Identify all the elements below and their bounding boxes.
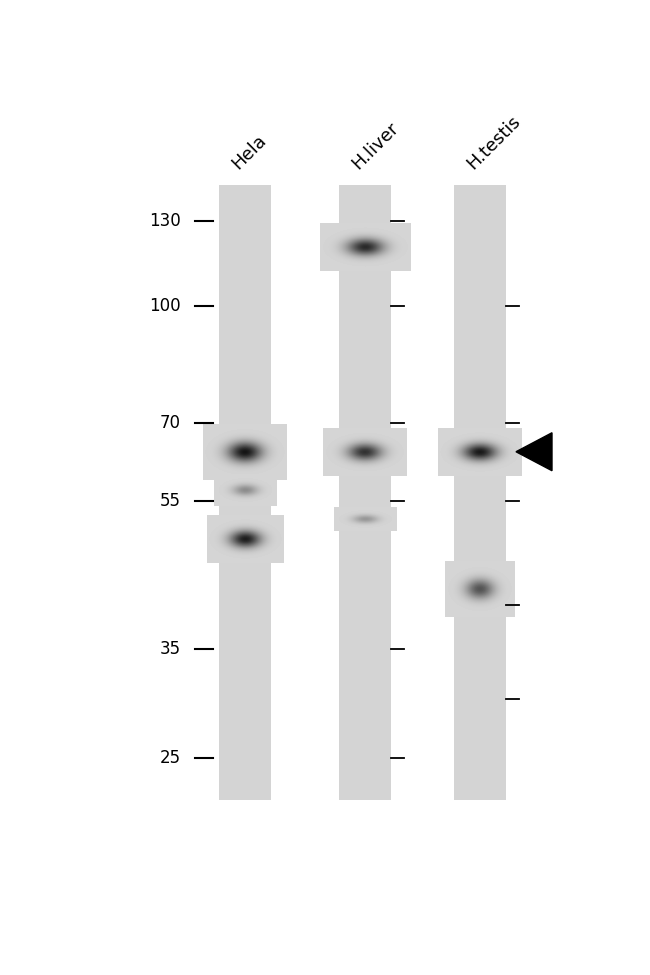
Text: 100: 100	[150, 297, 181, 315]
Text: H.testis: H.testis	[463, 112, 524, 173]
Bar	[219, 185, 271, 800]
Polygon shape	[516, 433, 552, 471]
Text: Hela: Hela	[228, 132, 270, 173]
Text: 35: 35	[160, 640, 181, 657]
Text: 55: 55	[160, 492, 181, 510]
Text: 25: 25	[160, 750, 181, 767]
Text: 70: 70	[160, 413, 181, 432]
Bar	[339, 185, 391, 800]
Text: H.liver: H.liver	[348, 119, 402, 173]
Text: 130: 130	[150, 212, 181, 230]
Bar	[454, 185, 506, 800]
